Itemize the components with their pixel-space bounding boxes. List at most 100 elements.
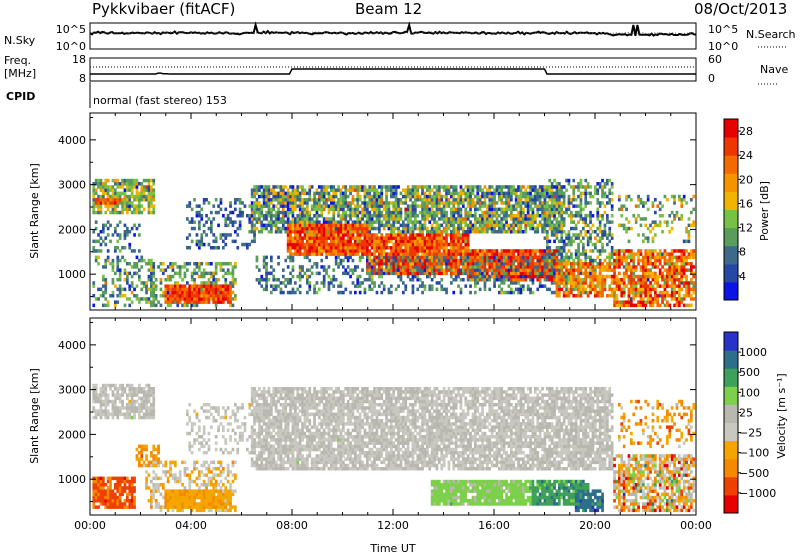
heatmap-cell (219, 290, 223, 295)
heatmap-cell (574, 210, 578, 215)
heatmap-cell (469, 252, 472, 256)
heatmap-cell (550, 226, 554, 231)
heatmap-cell (291, 255, 295, 260)
heatmap-cell (666, 271, 669, 276)
heatmap-cell (214, 294, 218, 298)
heatmap-cell (399, 207, 403, 212)
heatmap-cell (567, 271, 571, 276)
heatmap-cell (666, 220, 669, 224)
heatmap-cell (337, 239, 340, 244)
heatmap-cell (471, 226, 475, 231)
heatmap-cell (399, 255, 403, 260)
heatmap-cell (483, 271, 487, 276)
heatmap-cell (229, 294, 232, 298)
heatmap-cell (589, 201, 592, 205)
heatmap-cell (330, 242, 333, 247)
heatmap-cell (176, 300, 180, 304)
heatmap-cell (486, 258, 489, 263)
heatmap-cell (673, 265, 676, 269)
heatmap-cell (267, 210, 271, 215)
heatmap-cell (558, 191, 561, 196)
heatmap-cell (490, 194, 494, 199)
heatmap-cell (675, 268, 679, 272)
heatmap-cell (308, 198, 312, 202)
heatmap-cell (430, 252, 434, 256)
heatmap-cell (298, 185, 302, 189)
heatmap-cell (404, 191, 408, 196)
heatmap-cell (668, 255, 672, 260)
heatmap-cell (349, 204, 352, 208)
heatmap-cell (658, 249, 662, 253)
heatmap-cell (390, 233, 393, 237)
heatmap-cell (387, 233, 391, 237)
heatmap-cell (385, 191, 388, 196)
heatmap-cell (291, 223, 295, 228)
heatmap-cell (327, 281, 331, 285)
heatmap-cell (452, 255, 456, 260)
heatmap-cell (555, 194, 559, 199)
heatmap-cell (411, 214, 415, 218)
heatmap-cell (337, 223, 340, 228)
heatmap-cell (423, 214, 427, 218)
heatmap-cell (428, 210, 432, 215)
heatmap-cell (534, 268, 537, 272)
heatmap-cell (390, 210, 393, 215)
heatmap-cell (649, 300, 652, 304)
heatmap-cell (366, 271, 369, 276)
heatmap-cell (450, 274, 453, 279)
heatmap-cell (349, 214, 352, 218)
heatmap-cell (459, 223, 463, 228)
heatmap-cell (368, 220, 372, 224)
heatmap-cell (445, 249, 448, 253)
heatmap-cell (325, 226, 328, 231)
heatmap-cell (349, 233, 352, 237)
heatmap-cell (435, 265, 439, 269)
heatmap-cell (298, 210, 302, 215)
heatmap-cell (183, 294, 187, 298)
heatmap-cell (337, 204, 340, 208)
heatmap-cell (126, 178, 129, 183)
heatmap-cell (610, 207, 614, 212)
heatmap-cell (385, 210, 388, 215)
heatmap-cell (608, 258, 612, 263)
heatmap-cell (138, 210, 141, 215)
heatmap-cell (274, 204, 278, 208)
heatmap-cell (111, 201, 115, 205)
heatmap-cell (514, 201, 518, 205)
heatmap-cell (330, 246, 333, 250)
heatmap-cell (387, 268, 391, 272)
heatmap-cell (306, 220, 309, 224)
heatmap-cell (642, 300, 645, 304)
heatmap-cell (644, 265, 648, 269)
heatmap-cell (370, 198, 374, 202)
heatmap-cell (358, 204, 362, 208)
heatmap-cell (632, 290, 636, 295)
heatmap-cell (442, 249, 446, 253)
heatmap-cell (255, 258, 259, 263)
heatmap-cell (334, 207, 338, 212)
heatmap-cell (375, 188, 379, 192)
heatmap-cell (678, 217, 681, 221)
heatmap-cell (291, 201, 295, 205)
heatmap-cell (327, 265, 331, 269)
heatmap-cell (596, 201, 600, 205)
heatmap-cell (111, 188, 115, 192)
heatmap-cell (99, 182, 103, 186)
heatmap-cell (154, 303, 158, 308)
heatmap-cell (632, 262, 636, 266)
heatmap-cell (553, 268, 556, 272)
heatmap-cell (490, 226, 494, 231)
heatmap-cell (536, 210, 540, 215)
heatmap-cell (102, 274, 105, 279)
heatmap-cell (512, 274, 516, 279)
heatmap-cell (97, 182, 100, 186)
heatmap-cell (116, 268, 120, 272)
heatmap-cell (368, 268, 372, 272)
heatmap-cell (613, 300, 616, 304)
heatmap-cell (428, 220, 432, 224)
nave-tick-bottom: 0 (708, 72, 715, 85)
heatmap-cell (370, 242, 374, 247)
heatmap-cell (586, 236, 590, 240)
heatmap-cell (505, 249, 508, 253)
heatmap-cell (286, 278, 290, 282)
